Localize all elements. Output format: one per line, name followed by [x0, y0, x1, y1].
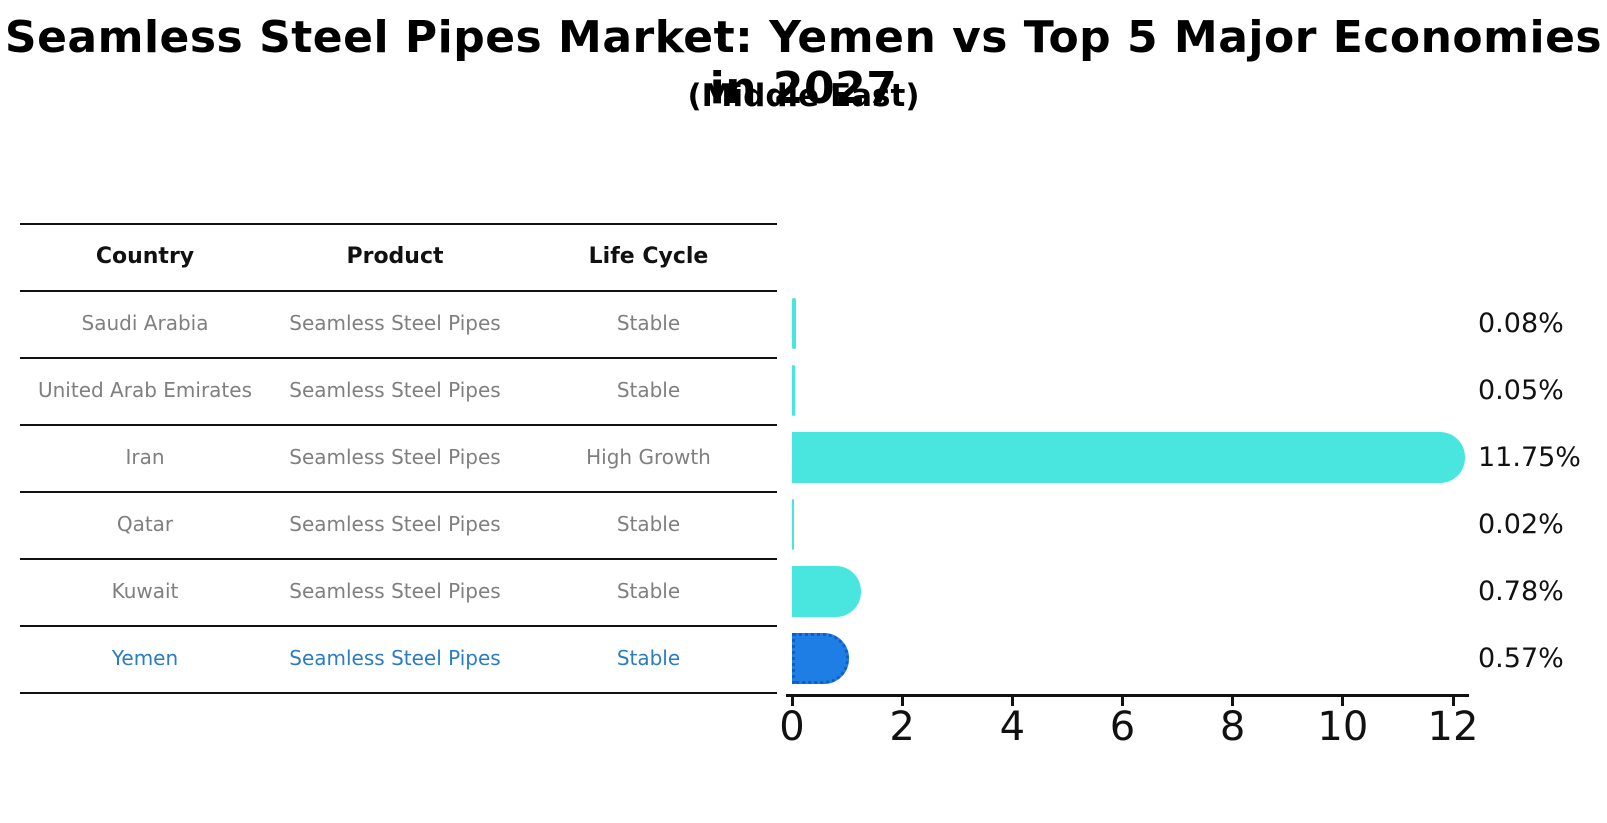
- table-cell-product: Seamless Steel Pipes: [289, 646, 501, 670]
- table-rule-line: [20, 558, 777, 560]
- table-cell-lifecycle: Stable: [616, 512, 681, 536]
- bar: [792, 298, 797, 349]
- bar: [792, 432, 1466, 483]
- x-axis-tick-label: 6: [1109, 704, 1136, 750]
- column-header-country: Country: [95, 244, 195, 269]
- table-cell-country: Saudi Arabia: [81, 311, 209, 335]
- x-axis-tick-mark: [790, 697, 794, 706]
- table-rule-line: [20, 290, 777, 292]
- table-cell-country: Qatar: [116, 512, 174, 536]
- table-cell-country: Yemen: [111, 646, 179, 670]
- table-cell-country: United Arab Emirates: [37, 378, 252, 402]
- chart-subtitle: (Middle East): [687, 78, 920, 114]
- table-cell-product: Seamless Steel Pipes: [289, 311, 501, 335]
- x-axis-tick-label: 10: [1317, 704, 1369, 750]
- x-axis-line: [786, 694, 1469, 697]
- table-cell-lifecycle: Stable: [616, 579, 681, 603]
- x-axis-tick-label: 0: [779, 704, 805, 750]
- x-axis-tick-mark: [1010, 697, 1014, 706]
- x-axis-tick-mark: [900, 697, 904, 706]
- chart-title: Seamless Steel Pipes Market: Yemen vs To…: [4, 12, 1603, 114]
- table-cell-country: Kuwait: [111, 579, 179, 603]
- table-cell-country: Iran: [125, 445, 165, 469]
- table-rule-line: [20, 424, 777, 426]
- table-rule-line: [20, 491, 777, 493]
- bar-value-label: 0.05%: [1478, 375, 1564, 406]
- x-axis-tick-label: 2: [889, 704, 915, 750]
- column-header-product: Product: [346, 244, 444, 269]
- column-header-lifecycle: Life Cycle: [588, 244, 709, 269]
- x-axis-tick-label: 12: [1427, 704, 1479, 750]
- x-axis-tick-mark: [1341, 697, 1345, 706]
- x-axis-tick-mark: [1121, 697, 1124, 706]
- x-axis-tick-label: 8: [1219, 704, 1246, 750]
- table-rule-line: [20, 357, 777, 359]
- table-cell-product: Seamless Steel Pipes: [289, 512, 501, 536]
- bar: [792, 365, 795, 416]
- table-cell-product: Seamless Steel Pipes: [289, 579, 501, 603]
- bar-value-label: 0.78%: [1478, 576, 1564, 607]
- x-axis-tick-mark: [1451, 697, 1455, 706]
- bar-value-label: 0.08%: [1478, 308, 1564, 339]
- bar-highlight-yemen: [792, 633, 850, 684]
- bar: [792, 566, 861, 617]
- x-axis-tick-label: 4: [999, 704, 1026, 750]
- table-cell-lifecycle: High Growth: [586, 445, 711, 469]
- table-rule-line: [20, 692, 777, 694]
- table-cell-lifecycle: Stable: [616, 646, 681, 670]
- table-rule-line: [20, 223, 777, 225]
- table-cell-product: Seamless Steel Pipes: [289, 378, 501, 402]
- x-axis-tick-mark: [1231, 697, 1235, 706]
- bar-value-label: 0.57%: [1478, 643, 1564, 674]
- table-cell-lifecycle: Stable: [616, 378, 681, 402]
- table-cell-product: Seamless Steel Pipes: [289, 445, 501, 469]
- bar: [792, 499, 794, 550]
- table-cell-lifecycle: Stable: [616, 311, 681, 335]
- bar-value-label: 0.02%: [1478, 509, 1564, 540]
- bar-value-label: 11.75%: [1478, 442, 1581, 473]
- table-rule-line: [20, 625, 777, 627]
